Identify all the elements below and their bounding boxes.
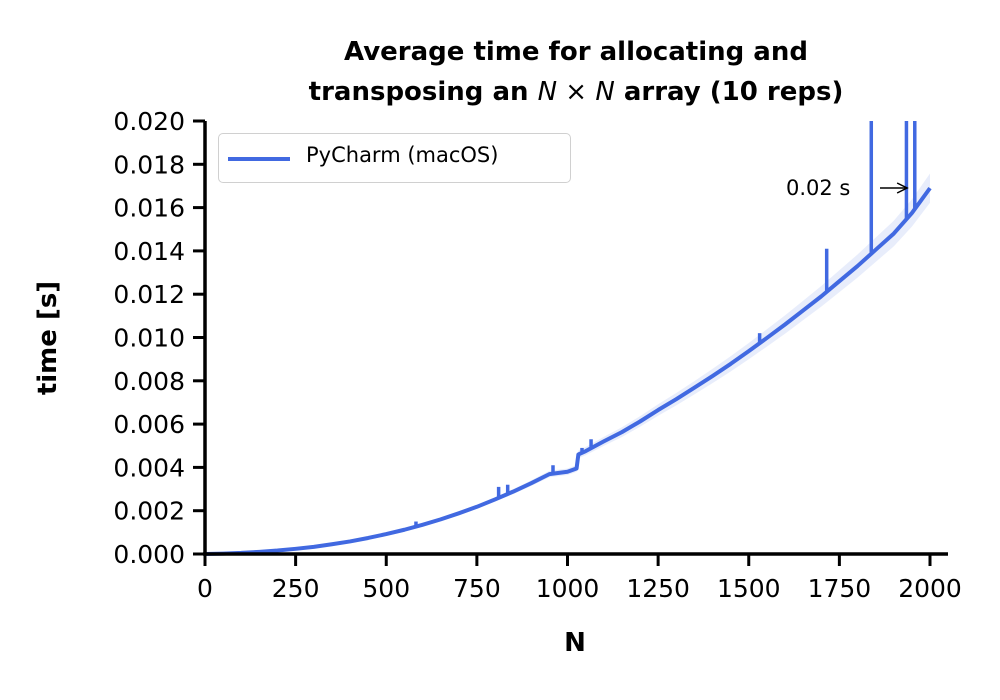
y-tick-label-5: 0.010 (113, 324, 185, 353)
y-tick-label-0: 0.000 (113, 540, 185, 569)
x-tick-label-3: 750 (453, 574, 501, 603)
y-tick-label-1: 0.002 (113, 497, 185, 526)
title-text-post: array (10 reps) (614, 77, 844, 107)
y-tick-label-8: 0.016 (113, 194, 185, 223)
x-tick-label-2: 500 (362, 574, 410, 603)
y-tick-label-9: 0.018 (113, 150, 185, 179)
x-tick-label-5: 1250 (626, 574, 690, 603)
x-tick-label-7: 1750 (808, 574, 872, 603)
y-tick-label-7: 0.014 (113, 237, 185, 266)
y-tick-label-2: 0.004 (113, 453, 185, 482)
y-tick-label-6: 0.012 (113, 280, 185, 309)
x-tick-label-0: 0 (197, 574, 213, 603)
legend: PyCharm (macOS) (218, 133, 571, 183)
x-tick-label-6: 1500 (717, 574, 781, 603)
y-tick-label-10: 0.020 (113, 107, 185, 136)
annotation-label: 0.02 s (786, 176, 851, 200)
x-tick-label-4: 1000 (536, 574, 600, 603)
y-tick-label-4: 0.008 (113, 367, 185, 396)
x-tick-label-8: 2000 (898, 574, 962, 603)
legend-label: PyCharm (macOS) (306, 143, 499, 167)
legend-swatch (228, 157, 290, 161)
y-axis-label: time [s] (33, 280, 63, 396)
series-line (205, 186, 932, 556)
annotation-arrow-head (896, 182, 909, 194)
chart-title-line2: transposing an N × N array (10 reps) (205, 76, 947, 108)
x-axis-label: N (564, 628, 586, 658)
title-text-pre: transposing an (308, 77, 538, 107)
x-tick-label-1: 250 (272, 574, 320, 603)
series-variance-band (205, 173, 931, 554)
y-tick-label-3: 0.006 (113, 410, 185, 439)
chart-title-line1: Average time for allocating and (344, 37, 808, 67)
title-math: N × N (537, 77, 615, 107)
